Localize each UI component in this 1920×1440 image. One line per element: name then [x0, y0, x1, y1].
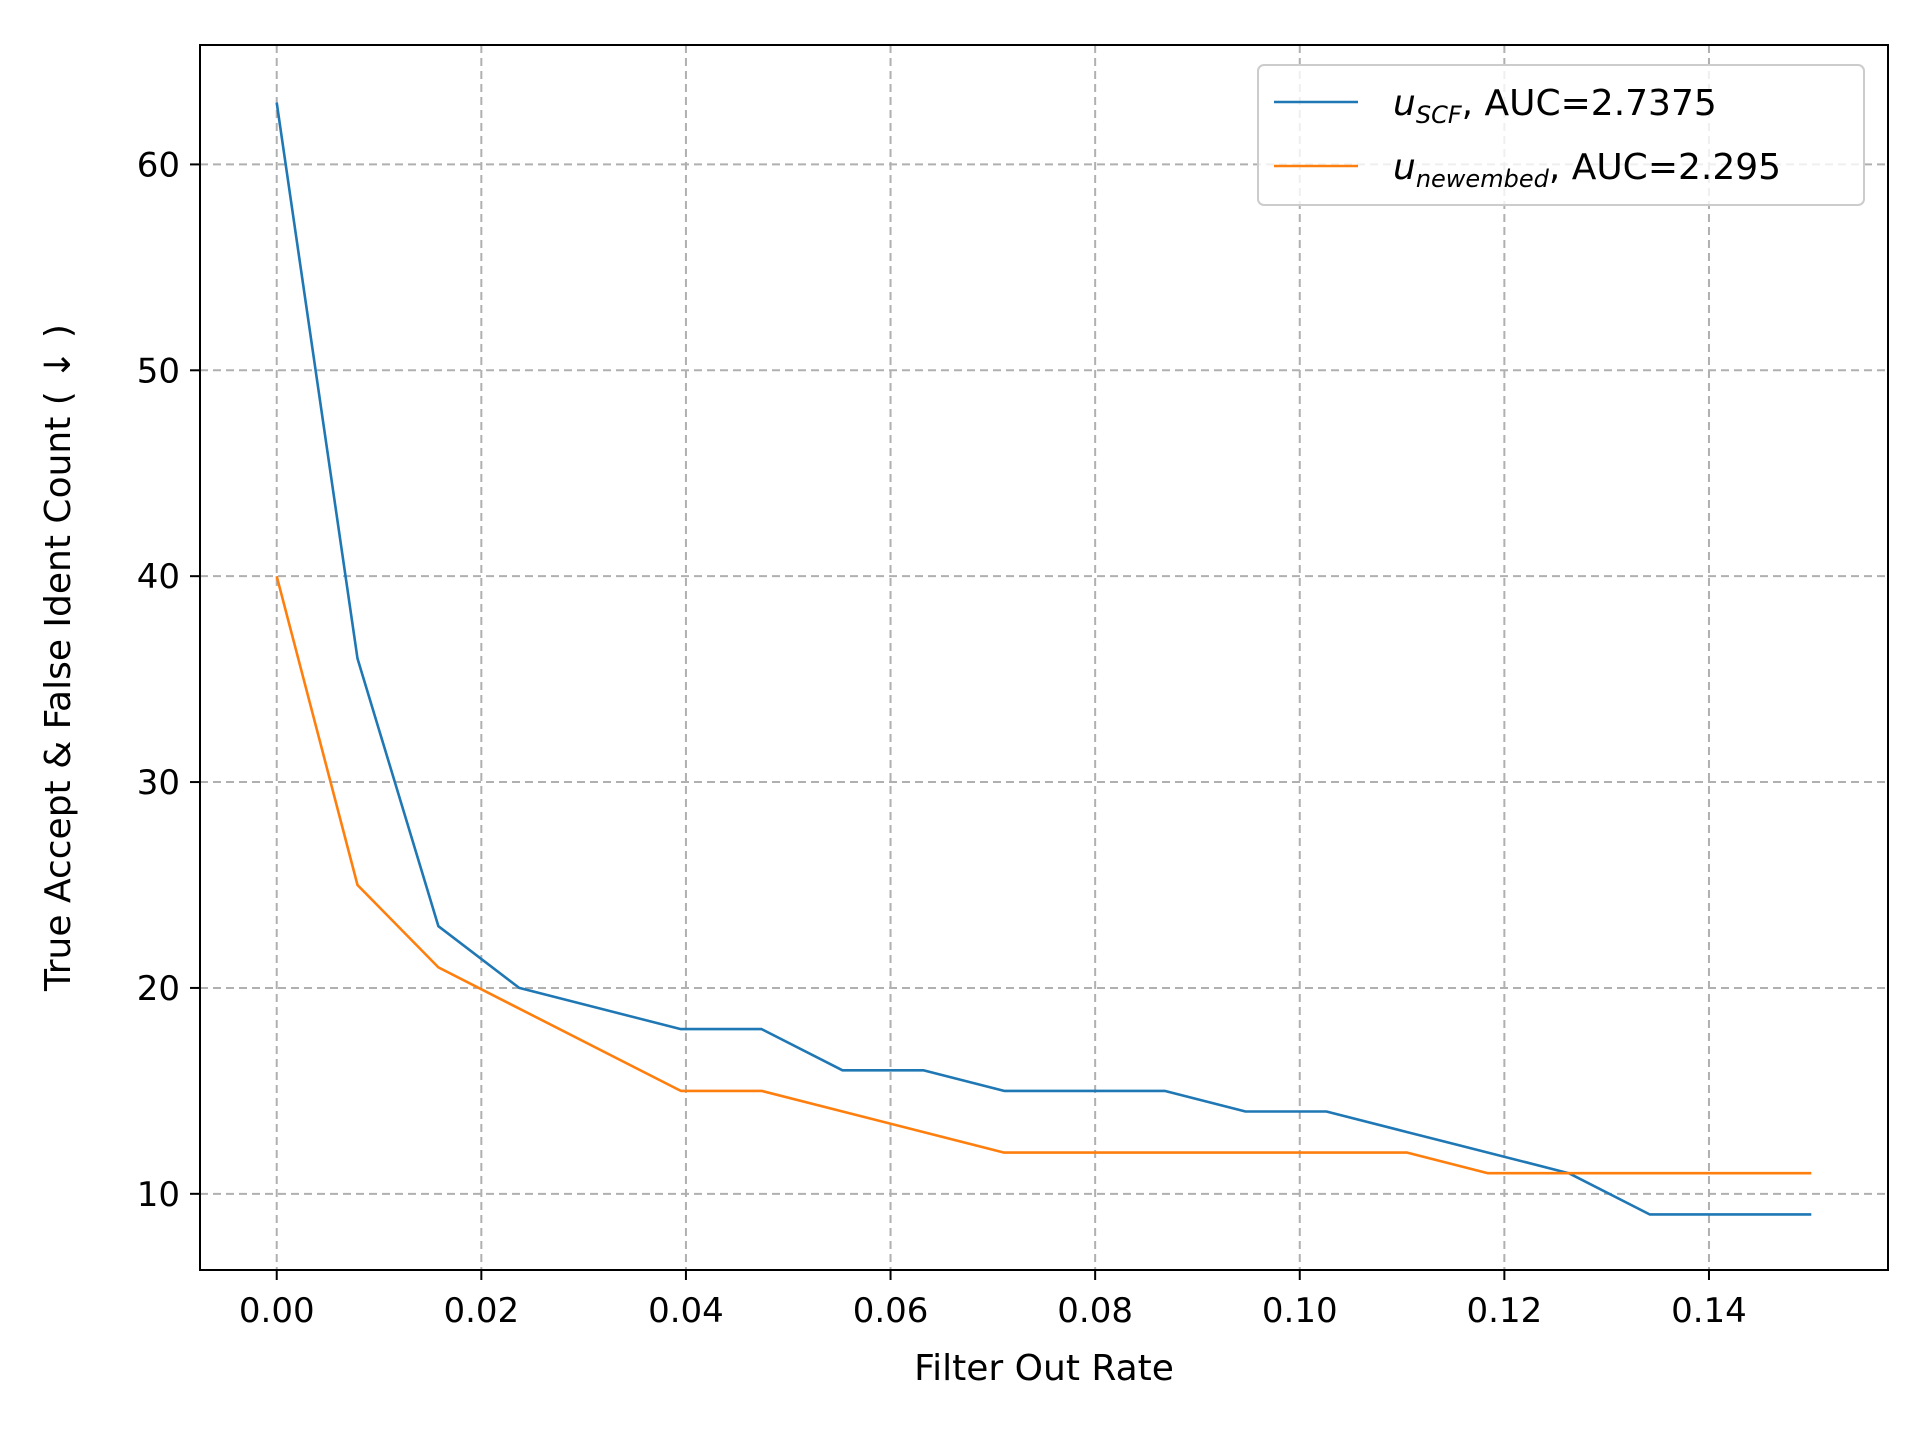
y-tick-label: 10	[137, 1175, 180, 1215]
legend-box	[1257, 64, 1865, 206]
y-axis-label: True Accept & False Ident Count ( ↓ )	[38, 324, 79, 992]
x-tick-label: 0.14	[1671, 1291, 1747, 1331]
x-tick-label: 0.08	[1057, 1291, 1133, 1331]
y-tick-label: 20	[137, 969, 180, 1009]
series-line-2	[275, 575, 1812, 1175]
x-tick-label: 0.12	[1467, 1291, 1543, 1331]
y-tick-label: 50	[137, 351, 180, 391]
y-tick-label: 30	[137, 763, 180, 803]
x-tick-label: 0.04	[648, 1291, 724, 1331]
legend: uSCF, AUC=2.7375 unewembed, AUC=2.295	[1257, 64, 1865, 206]
y-tick-label: 60	[137, 145, 180, 185]
legend-entry: unewembed, AUC=2.295	[1393, 147, 1781, 193]
y-tick-label: 40	[137, 557, 180, 597]
plot-frame	[199, 44, 1889, 1271]
series-layer	[275, 102, 1812, 1216]
x-tick-label: 0.06	[853, 1291, 929, 1331]
x-tick-label: 0.00	[239, 1291, 315, 1331]
x-axis-label: Filter Out Rate	[914, 1348, 1174, 1389]
x-tick-label: 0.10	[1262, 1291, 1338, 1331]
legend-entry: uSCF, AUC=2.7375	[1393, 83, 1717, 129]
x-tick-label: 0.02	[443, 1291, 519, 1331]
axis-ticks: 0.00 0.02 0.04 0.06 0.08 0.10 0.12 0.14 10 20 30 40…	[137, 145, 1747, 1331]
